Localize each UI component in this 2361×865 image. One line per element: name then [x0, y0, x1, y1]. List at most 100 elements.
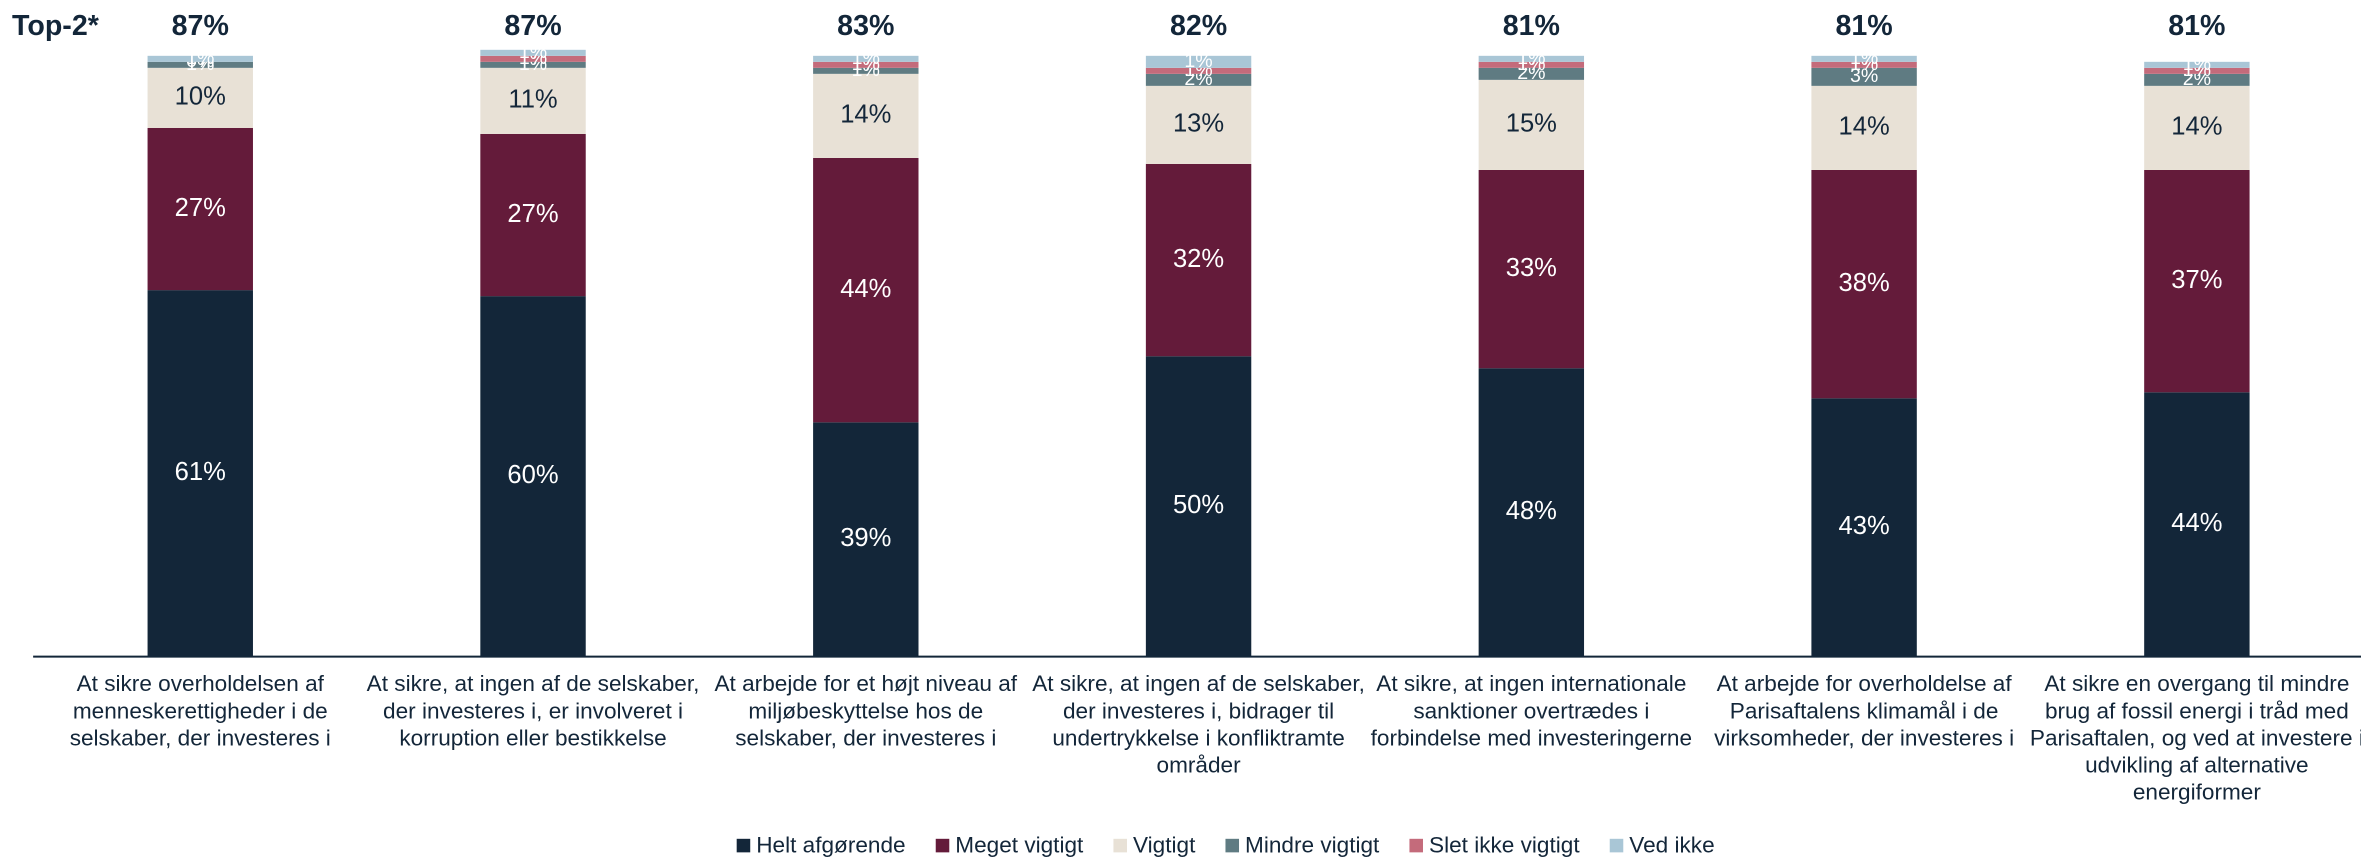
bar-segment — [1811, 85, 1917, 170]
bar-segment — [480, 133, 586, 297]
bar-segment — [1811, 398, 1917, 657]
legend-label: Meget vigtigt — [955, 832, 1084, 857]
data-label: 32% — [1173, 245, 1224, 273]
data-label: 1% — [1184, 50, 1212, 72]
totals-label: Top-2* — [12, 10, 100, 42]
data-label: 1% — [1850, 47, 1878, 69]
legend-label: Slet ikke vigtigt — [1429, 832, 1580, 857]
data-label: 43% — [1839, 512, 1890, 540]
x-tick-label: At sikre en overgang til mindre brug af … — [2029, 671, 2361, 806]
bar-segment — [147, 67, 253, 128]
bar-segment — [147, 61, 253, 68]
total-label: 81% — [1835, 10, 1892, 42]
bar-segment — [1811, 67, 1917, 86]
bar-segment — [2144, 67, 2250, 74]
data-label: 13% — [1173, 110, 1224, 138]
total-label: 81% — [2168, 10, 2225, 42]
bar-segment — [813, 61, 919, 68]
bar-segment — [813, 157, 919, 423]
data-label: 27% — [175, 194, 226, 222]
data-label: 1% — [186, 47, 214, 69]
bar-segment — [480, 49, 586, 56]
data-label: 44% — [2171, 509, 2222, 537]
bar-segment — [2144, 61, 2250, 68]
legend: Helt afgørende Meget vigtigt Vigtigt Mindre… — [736, 832, 1715, 857]
x-tick-label-box: At sikre overholdelsen af menneskerettig… — [69, 671, 331, 752]
data-label: 10% — [175, 83, 226, 111]
data-label: 11% — [508, 86, 557, 114]
bar-segment — [2144, 169, 2250, 393]
data-label: 1% — [852, 47, 880, 69]
x-tick-label-box: At sikre en overgang til mindre brug af … — [2029, 671, 2361, 806]
legend-swatch — [736, 838, 751, 853]
x-tick-label: At arbejde for et højt niveau af miljøbe… — [714, 671, 1018, 752]
legend-swatch — [1609, 838, 1624, 853]
data-label: 38% — [1839, 269, 1890, 297]
data-label: 14% — [2171, 113, 2222, 141]
bar-segment — [480, 55, 586, 62]
bar-segment — [480, 296, 586, 657]
x-tick-label: At arbejde for overholdelse af Parisafta… — [1714, 671, 2015, 752]
bar-segment — [1478, 79, 1585, 170]
data-label: 48% — [1506, 497, 1557, 525]
bar-segment — [147, 127, 253, 291]
bar-segment — [1145, 163, 1252, 357]
bar-segment — [1811, 55, 1917, 62]
bar-segment — [480, 67, 586, 134]
x-tick-label: At sikre, at ingen internationale sankti… — [1370, 671, 1693, 752]
bar-segment — [1811, 169, 1917, 399]
bar-segment — [2144, 73, 2250, 86]
total-label: 82% — [1170, 10, 1227, 42]
bar-segment — [1145, 85, 1252, 164]
data-label: 27% — [507, 200, 558, 228]
x-tick-label: At sikre overholdelsen af menneskerettig… — [69, 671, 331, 752]
data-label: 37% — [2171, 266, 2222, 294]
x-tick-label: At sikre, at ingen af de selskaber, der … — [1032, 671, 1365, 779]
legend-swatch — [1409, 838, 1423, 853]
data-label: 61% — [175, 458, 226, 486]
bar-segment — [1145, 67, 1252, 74]
bar-segment — [1478, 61, 1585, 68]
bar-segment — [1811, 61, 1917, 68]
bar-segment — [1478, 368, 1585, 657]
bar-segment — [1478, 55, 1585, 62]
legend-swatch — [1225, 838, 1240, 853]
data-label: 1% — [519, 41, 547, 63]
legend-swatch — [935, 838, 950, 853]
data-label: 3% — [1850, 65, 1878, 87]
x-tick-label-box: At arbejde for et højt niveau af miljøbe… — [714, 671, 1018, 752]
legend-label: Vigtigt — [1133, 832, 1196, 857]
bar-segment — [813, 55, 919, 62]
bar-segment — [1478, 67, 1585, 80]
data-label: 33% — [1506, 254, 1557, 282]
data-label: 44% — [840, 275, 891, 303]
bar-segment — [1478, 169, 1585, 369]
total-label: 81% — [1503, 10, 1560, 42]
bar-segment — [1145, 73, 1252, 86]
total-label: 83% — [837, 10, 894, 42]
data-label: 14% — [1839, 113, 1890, 141]
data-label: 39% — [840, 524, 891, 552]
data-label: 15% — [1506, 110, 1557, 138]
bar-segment — [2144, 85, 2250, 170]
bar-segment — [813, 73, 919, 158]
legend-label: Ved ikke — [1629, 832, 1714, 857]
bar-segment — [147, 55, 253, 62]
x-tick-label-box: At arbejde for overholdelse af Parisafta… — [1714, 671, 2015, 752]
bar-segment — [2144, 392, 2250, 657]
x-tick-label: At sikre, at ingen af de selskaber, der … — [366, 671, 700, 752]
bar-segment — [813, 67, 919, 74]
data-label: 1% — [1517, 47, 1545, 69]
data-label: 60% — [507, 461, 558, 489]
total-label: 87% — [504, 10, 561, 42]
data-label: 50% — [1173, 491, 1224, 519]
bar-segment — [813, 422, 919, 657]
x-tick-label-box: At sikre, at ingen af de selskaber, der … — [1032, 671, 1365, 779]
legend-label: Mindre vigtigt — [1245, 832, 1380, 857]
bar-segment — [1145, 55, 1252, 68]
x-tick-label-box: At sikre, at ingen af de selskaber, der … — [366, 671, 700, 752]
data-label: 1% — [2183, 53, 2211, 75]
bar-segment — [147, 290, 253, 657]
bar-segment — [1145, 356, 1252, 657]
